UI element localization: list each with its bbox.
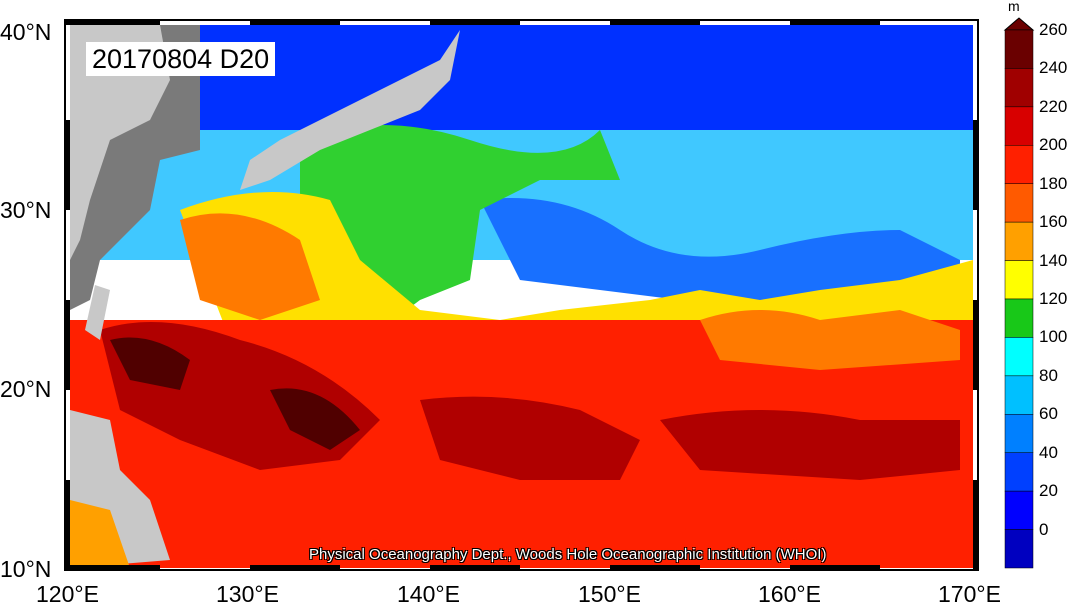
colorbar-label: 20 xyxy=(1039,481,1058,501)
colorbar-swatch xyxy=(1004,452,1034,492)
colorbar-swatch xyxy=(1004,221,1034,261)
colorbar-label: 200 xyxy=(1039,135,1068,155)
frame-tick-segment xyxy=(65,480,70,570)
korea-china-coast xyxy=(70,25,170,260)
colorbar-swatch xyxy=(1004,298,1034,338)
colorbar-swatch xyxy=(1004,29,1034,69)
colorbar-label: 60 xyxy=(1039,404,1058,424)
colorbar-swatch xyxy=(1004,414,1034,453)
colorbar-label: 180 xyxy=(1039,173,1068,193)
x-tick-130e: 130°E xyxy=(216,581,279,607)
frame-tick-segment xyxy=(973,300,978,390)
colorbar-label: 240 xyxy=(1039,58,1068,78)
japan xyxy=(240,30,460,190)
colorbar-label: 220 xyxy=(1039,96,1068,116)
ocean-band-blue-patches xyxy=(480,198,960,310)
colorbar-label: 260 xyxy=(1039,20,1068,39)
x-tick-120e: 120°E xyxy=(36,581,99,607)
frame-tick-segment xyxy=(430,20,520,25)
colorbar-label: 160 xyxy=(1039,212,1068,232)
credit-text: Physical Oceanography Dept., Woods Hole … xyxy=(309,546,827,563)
x-tick-140e: 140°E xyxy=(397,581,460,607)
date-stamp: 20170804 D20 xyxy=(86,42,276,76)
lat-lon-frame-ticks xyxy=(65,20,978,570)
colorbar-swatch xyxy=(1004,260,1034,300)
frame-tick-segment xyxy=(65,565,160,570)
colorbar-unit: m xyxy=(1008,0,1020,14)
x-tick-170e: 170°E xyxy=(938,581,1001,607)
frame-tick-segment xyxy=(973,120,978,210)
colorbar-swatch xyxy=(1004,337,1034,377)
colorbar-swatch xyxy=(1004,68,1034,108)
map-border xyxy=(64,19,979,571)
frame-tick-segment xyxy=(430,565,520,570)
frame-tick-segment xyxy=(65,20,160,25)
frame-tick-segment xyxy=(610,20,700,25)
colorbar xyxy=(1003,17,1035,569)
taiwan xyxy=(85,285,110,340)
x-tick-160e: 160°E xyxy=(758,581,821,607)
colorbar-label: 40 xyxy=(1039,442,1058,462)
frame-tick-segment xyxy=(790,565,880,570)
y-tick-10n: 10°N xyxy=(0,556,52,582)
x-tick-150e: 150°E xyxy=(578,581,641,607)
colorbar-swatch xyxy=(1004,529,1034,569)
colorbar-label: 0 xyxy=(1039,519,1049,539)
colorbar-swatch xyxy=(1004,490,1034,530)
colorbar-swatch xyxy=(1004,145,1034,184)
y-tick-20n: 20°N xyxy=(0,376,52,402)
colorbar-label: 120 xyxy=(1039,289,1068,308)
frame-tick-segment xyxy=(250,20,340,25)
colorbar-label: 100 xyxy=(1039,327,1068,347)
ocean-darkest-core xyxy=(110,337,360,450)
colorbar-swatch xyxy=(1004,106,1034,146)
frame-tick-segment xyxy=(610,565,700,570)
frame-tick-segment xyxy=(790,20,880,25)
frame-tick-segment xyxy=(65,120,70,210)
y-tick-40n: 40°N xyxy=(0,19,52,45)
frame-tick-segment xyxy=(250,565,340,570)
philippines-coastal-orange xyxy=(70,500,130,568)
frame-tick-segment xyxy=(973,480,978,570)
frame-tick-segment xyxy=(65,300,70,390)
colorbar-label: 80 xyxy=(1039,365,1058,385)
colorbar-arrow xyxy=(1003,17,1035,31)
colorbar-swatch xyxy=(1004,183,1034,223)
ocean-orange-patches xyxy=(180,213,960,370)
y-tick-30n: 30°N xyxy=(0,197,52,223)
colorbar-label: 140 xyxy=(1039,250,1068,270)
colorbar-swatch xyxy=(1004,375,1034,415)
